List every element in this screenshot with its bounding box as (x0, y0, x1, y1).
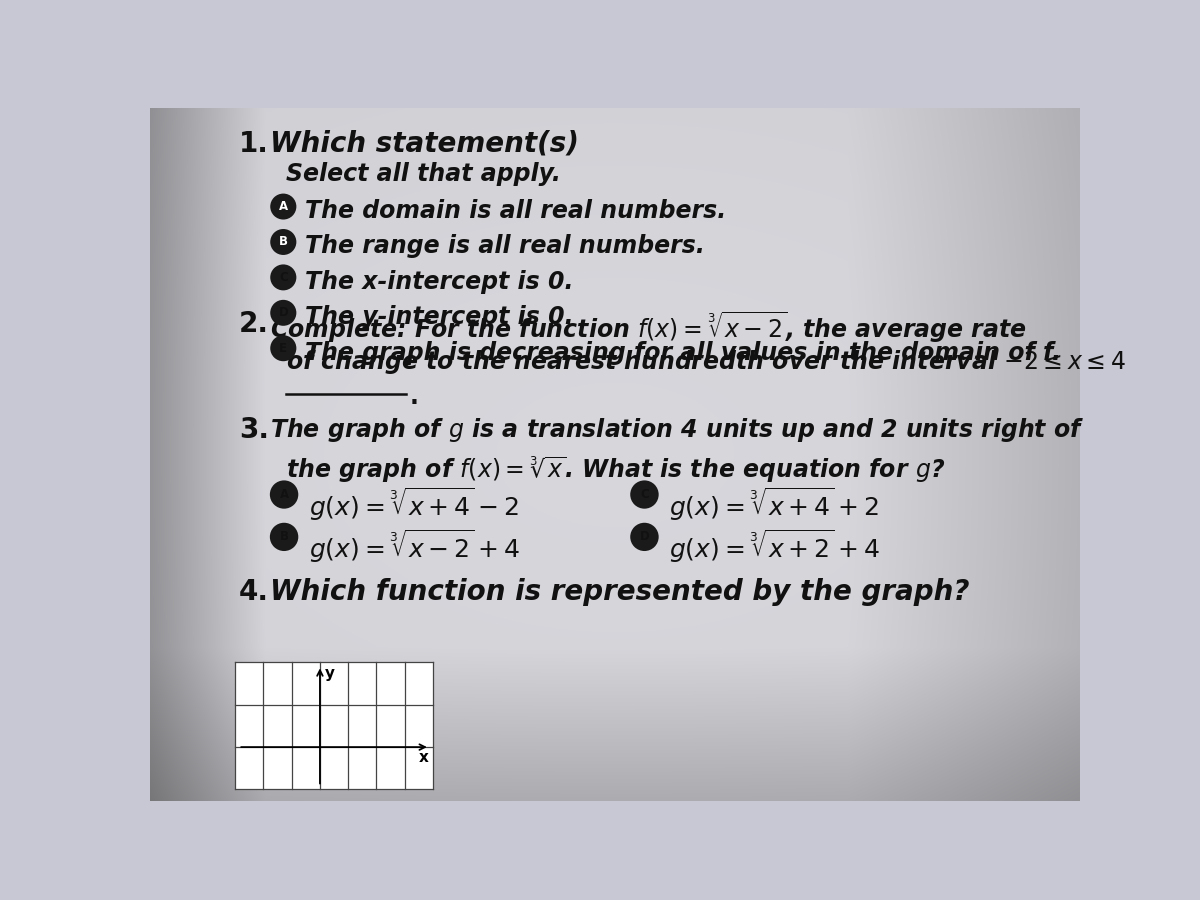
Text: B: B (280, 530, 288, 544)
Text: A: A (278, 200, 288, 213)
Circle shape (271, 482, 298, 508)
Circle shape (271, 337, 295, 360)
Text: D: D (278, 306, 288, 319)
Text: x: x (419, 751, 428, 765)
Text: C: C (640, 488, 649, 501)
Circle shape (631, 524, 658, 550)
Text: $g(x) = \sqrt[3]{x+4} - 2$: $g(x) = \sqrt[3]{x+4} - 2$ (308, 485, 518, 523)
Text: Select all that apply.: Select all that apply. (286, 162, 560, 186)
Text: Which function is represented by the graph?: Which function is represented by the gra… (270, 578, 970, 606)
Text: 3.: 3. (239, 416, 269, 444)
Text: The graph of $g$ is a translation 4 units up and 2 units right of: The graph of $g$ is a translation 4 unit… (270, 416, 1085, 444)
Circle shape (271, 301, 295, 325)
Circle shape (271, 524, 298, 550)
Text: B: B (278, 236, 288, 248)
Text: 4.: 4. (239, 578, 269, 606)
Circle shape (271, 230, 295, 254)
Text: The y-intercept is 0.: The y-intercept is 0. (305, 305, 574, 329)
Circle shape (271, 194, 295, 219)
Text: The graph is decreasing for all values in the domain of f.: The graph is decreasing for all values i… (305, 340, 1061, 364)
Text: $g(x) = \sqrt[3]{x+2} + 4$: $g(x) = \sqrt[3]{x+2} + 4$ (670, 527, 880, 565)
Text: $g(x) = \sqrt[3]{x+4} + 2$: $g(x) = \sqrt[3]{x+4} + 2$ (670, 485, 878, 523)
Circle shape (631, 482, 658, 508)
Text: the graph of $f(x) = \sqrt[3]{x}$. What is the equation for $g$?: the graph of $f(x) = \sqrt[3]{x}$. What … (286, 454, 944, 485)
Text: D: D (640, 530, 649, 544)
Text: y: y (324, 666, 335, 681)
Text: .: . (409, 385, 419, 410)
Bar (235, 662, 433, 789)
Text: C: C (278, 271, 288, 284)
Text: $g(x) = \sqrt[3]{x-2} + 4$: $g(x) = \sqrt[3]{x-2} + 4$ (308, 527, 520, 565)
Circle shape (271, 266, 295, 289)
Text: The x-intercept is 0.: The x-intercept is 0. (305, 270, 574, 293)
Text: The domain is all real numbers.: The domain is all real numbers. (305, 199, 726, 223)
Text: Complete: For the function $f(x) = \sqrt[3]{x-2}$, the average rate: Complete: For the function $f(x) = \sqrt… (270, 310, 1027, 346)
Text: A: A (280, 488, 289, 501)
Text: E: E (280, 342, 287, 355)
Text: 1.: 1. (239, 130, 269, 158)
Text: of change to the nearest hundredth over the interval $-2 \leq x \leq 4$: of change to the nearest hundredth over … (286, 348, 1126, 376)
Text: The range is all real numbers.: The range is all real numbers. (305, 234, 704, 258)
Text: 2.: 2. (239, 310, 269, 338)
Text: Which statement(s): Which statement(s) (270, 130, 580, 158)
